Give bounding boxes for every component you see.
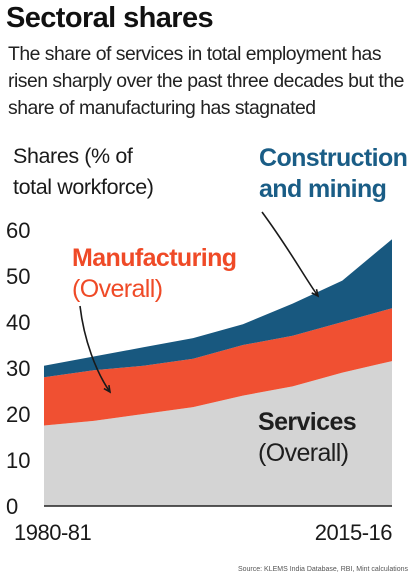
x-tick-label: 1980-81	[14, 520, 92, 545]
y-tick-labels: 0 10 20 30 40 50 60	[6, 218, 30, 519]
area-series-group	[44, 239, 392, 506]
services-label-line-2: (Overall)	[258, 439, 348, 467]
chart-subtitle: The share of services in total employmen…	[8, 43, 404, 119]
y-tick-label: 0	[6, 494, 18, 519]
series-labels: Services (Overall) Manufacturing (Overall) C…	[72, 144, 408, 467]
y-axis-label-line-1: Shares (% of	[13, 144, 133, 168]
chart-title: Sectoral shares	[6, 2, 214, 34]
area-series-1	[44, 308, 392, 426]
construction-arrow-head	[311, 289, 320, 298]
label-arrows	[79, 211, 320, 394]
y-tick-label: 40	[6, 310, 30, 335]
construction-label-line-2: and mining	[259, 175, 386, 203]
y-axis-label-line-2: total workforce)	[13, 175, 154, 199]
y-tick-label: 20	[6, 402, 30, 427]
y-tick-label: 50	[6, 264, 30, 289]
source-note: Source: KLEMS India Database, RBI, Mint …	[237, 566, 408, 573]
services-label-line-1: Services	[258, 408, 356, 436]
x-tick-label: 2015-16	[315, 520, 393, 545]
x-tick-labels: 1980-81 2015-16	[14, 520, 393, 545]
manufacturing-arrow-head	[103, 384, 112, 394]
y-tick-label: 30	[6, 356, 30, 381]
construction-arrow	[261, 211, 319, 297]
area-series-0	[44, 361, 392, 506]
manufacturing-label-line-1: Manufacturing	[72, 244, 236, 272]
y-axis-label: Shares (% of total workforce)	[13, 141, 154, 203]
construction-label-line-1: Construction	[259, 144, 407, 172]
manufacturing-arrow	[79, 305, 111, 393]
y-tick-label: 60	[6, 218, 30, 243]
area-series-2	[44, 239, 392, 378]
manufacturing-label-line-2: (Overall)	[72, 275, 162, 303]
y-tick-label: 10	[6, 448, 30, 473]
